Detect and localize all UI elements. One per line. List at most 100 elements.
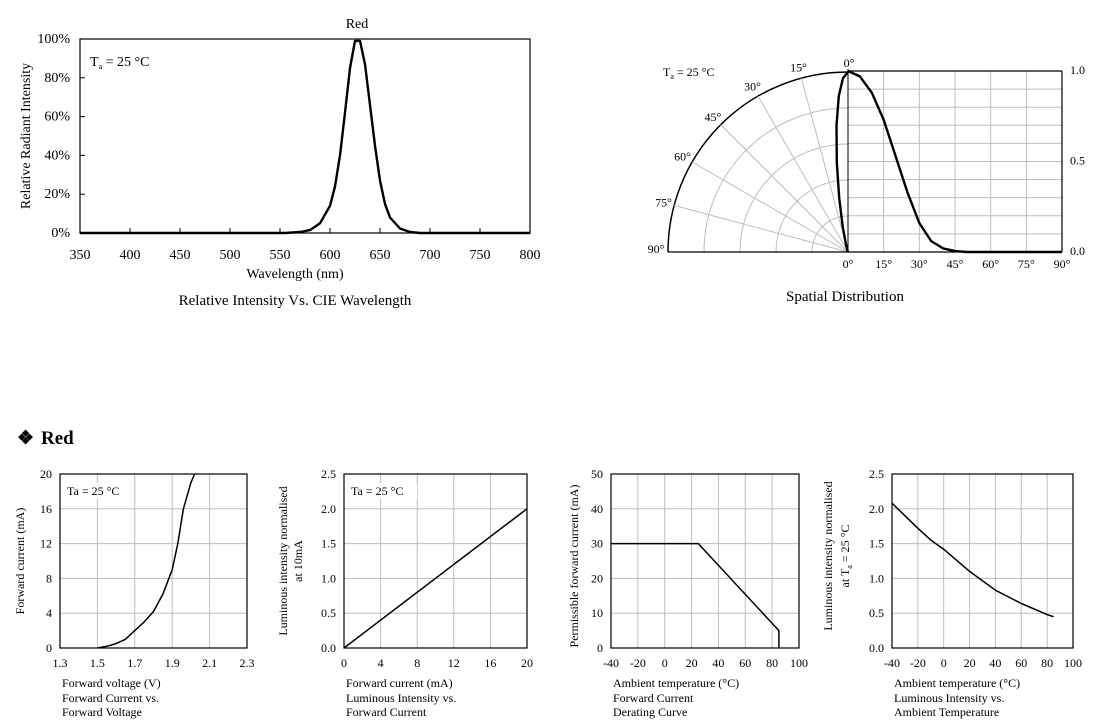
lum_if-condition-bg — [347, 483, 417, 499]
spatial-x-tick-label: 75° — [1018, 257, 1035, 271]
lum_temp-x-tick-label: 0 — [941, 656, 947, 670]
spectrum-y-axis-label: Relative Radiant Intensity — [19, 63, 34, 209]
iv-x-axis-label: Forward voltage (V) — [62, 676, 161, 690]
spectrum-x-tick-label: 450 — [170, 248, 191, 263]
spectrum-x-tick-label: 750 — [470, 248, 491, 263]
spatial-polar-spoke — [800, 78, 849, 253]
lum_temp-x-tick-label: 60 — [1015, 656, 1027, 670]
derating-x-tick-label: 20 — [686, 656, 698, 670]
lum_temp-caption-line: Luminous Intensity vs. — [894, 691, 1004, 705]
derating-x-tick-label: -20 — [630, 656, 646, 670]
spectrum-caption: Relative Intensity Vs. CIE Wavelength — [179, 293, 412, 309]
spatial-condition-label-rest: = 25 °C — [674, 65, 715, 79]
lum-temp-y-axis-label-part: = 25 °C — [838, 525, 852, 566]
iv-plot-frame — [59, 473, 248, 649]
spectrum-series-line — [80, 39, 530, 235]
lum_temp-y-tick-label: 0.5 — [869, 606, 884, 620]
lum_temp-y-tick-label: 2.5 — [869, 467, 884, 481]
lum_if-x-tick-label: 8 — [414, 656, 420, 670]
spatial-polar-angle-label: 75° — [655, 196, 672, 210]
lum_if-caption-line: Luminous Intensity vs. — [346, 691, 456, 705]
spatial-polar-angle-label: 30° — [744, 80, 761, 94]
lum_temp-x-tick-label: -20 — [910, 656, 926, 670]
lum_if-y-tick-label: 2.0 — [321, 502, 336, 516]
lum_temp-y-tick-label: 2.0 — [869, 502, 884, 516]
lum_if-x-axis-label: Forward current (mA) — [346, 676, 453, 690]
derating-y-tick-label: 20 — [591, 571, 603, 585]
lum_temp-x-tick-label: -40 — [884, 656, 900, 670]
spatial-caption: Spatial Distribution — [786, 289, 904, 305]
spatial-polar-angle-label: 0° — [844, 56, 855, 70]
derating-y-tick-label: 0 — [597, 641, 603, 655]
lum-if-y-axis-label-line1: Luminous intensity normalised — [276, 486, 290, 635]
spatial-polar-spoke — [757, 95, 849, 253]
lum-temp-y-axis-label-line1: Luminous intensity normalised — [821, 481, 835, 630]
derating-x-tick-label: -40 — [603, 656, 619, 670]
iv-condition-label: Ta = 25 °C — [67, 484, 119, 498]
spatial-polar-angle-label: 15° — [790, 61, 807, 75]
lum_if-y-tick-label: 0.5 — [321, 606, 336, 620]
lum_temp-series-line — [891, 502, 1054, 618]
spectrum-condition-label-base: T — [90, 55, 99, 70]
spectrum-y-tick-label: 60% — [44, 110, 70, 125]
spectrum-x-tick-label: 350 — [70, 248, 91, 263]
spatial-condition-label-base: T — [663, 65, 671, 79]
derating-x-axis-label: Ambient temperature (°C) — [613, 676, 739, 690]
spatial-condition-label-subscript: a — [670, 72, 674, 81]
lum-if-y-axis-label-line2: at 10mA — [291, 540, 305, 582]
spectrum-condition-label-rest: = 25 °C — [102, 55, 149, 70]
spectrum-title: Red — [346, 17, 369, 32]
spatial-x-tick-label: 30° — [911, 257, 928, 271]
spectrum-x-tick-label: 650 — [370, 248, 391, 263]
derating-y-tick-label: 10 — [591, 606, 603, 620]
spectrum-x-tick-label: 800 — [520, 248, 541, 263]
derating-y-axis-label: Permissible forward current (mA) — [567, 485, 581, 648]
lum-temp-y-axis-label-part: a — [845, 565, 854, 569]
spatial-x-tick-label: 15° — [875, 257, 892, 271]
lum_if-condition-label: Ta = 25 °C — [351, 484, 403, 498]
lum_temp-plot-frame — [891, 473, 1074, 649]
iv-x-tick-label: 1.7 — [127, 656, 142, 670]
section-title: Red — [41, 428, 74, 449]
lum_if-y-tick-label: 2.5 — [321, 467, 336, 481]
spatial-polar-spoke — [691, 161, 849, 253]
derating-caption-line: Derating Curve — [613, 705, 687, 719]
spatial-polar-angle-label: 90° — [648, 242, 665, 256]
spectrum-condition-label: Ta = 25 °C — [90, 55, 149, 71]
spatial-y-tick-label: 0.0 — [1070, 244, 1085, 258]
section-bullet-icon: ❖ — [17, 428, 34, 449]
derating-x-tick-label: 100 — [790, 656, 808, 670]
iv-y-tick-label: 20 — [40, 467, 52, 481]
lum_if-caption-line: Forward Current — [346, 705, 427, 719]
lum_temp-y-tick-label: 1.0 — [869, 571, 884, 585]
iv-y-tick-label: 8 — [46, 571, 52, 585]
iv-y-tick-label: 12 — [40, 537, 52, 551]
lum_temp-x-tick-label: 40 — [989, 656, 1001, 670]
spatial-x-tick-label: 45° — [947, 257, 964, 271]
lum_if-series-line — [343, 508, 528, 649]
spectrum-condition-label-subscript: a — [99, 62, 103, 71]
lum_temp-x-tick-label: 20 — [964, 656, 976, 670]
spatial-x-tick-label: 0° — [843, 257, 854, 271]
lum_temp-caption-line: Ambient Temperature — [894, 705, 999, 719]
spectrum-y-tick-label: 40% — [44, 148, 70, 163]
lum_temp-x-tick-label: 80 — [1041, 656, 1053, 670]
spectrum-x-tick-label: 400 — [120, 248, 141, 263]
derating-plot-frame — [610, 473, 800, 649]
spatial-y-tick-label: 0.5 — [1070, 154, 1085, 168]
derating-y-tick-label: 50 — [591, 467, 603, 481]
spectrum-x-tick-label: 600 — [320, 248, 341, 263]
lum_if-x-tick-label: 4 — [378, 656, 384, 670]
spatial-polar-curve — [835, 71, 850, 253]
derating-x-tick-label: 80 — [766, 656, 778, 670]
spectrum-y-tick-label: 0% — [51, 226, 70, 241]
lum_if-x-tick-label: 20 — [521, 656, 533, 670]
spectrum-x-tick-label: 500 — [220, 248, 241, 263]
iv-x-tick-label: 1.5 — [90, 656, 105, 670]
spatial-polar-angle-label: 60° — [674, 150, 691, 164]
lum-temp-y-axis-label-part: at T — [838, 568, 852, 587]
iv-y-axis-label: Forward current (mA) — [13, 508, 27, 615]
spatial-rect-curve — [847, 69, 1062, 254]
lum_if-x-tick-label: 0 — [341, 656, 347, 670]
